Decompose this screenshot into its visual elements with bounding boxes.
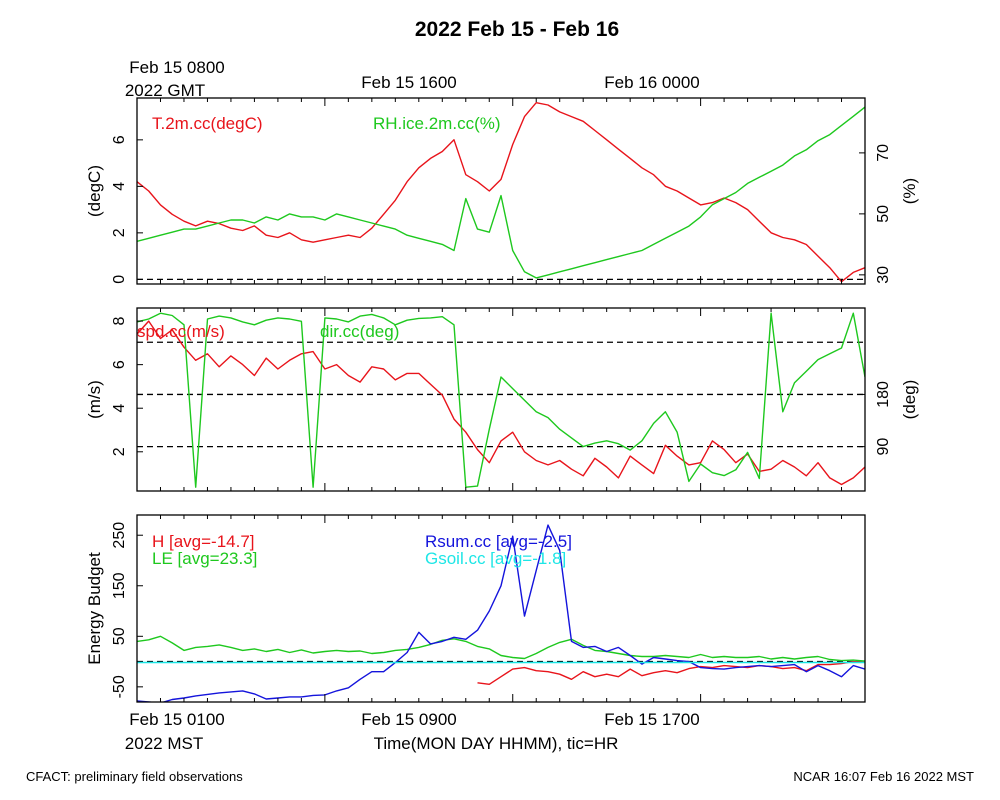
bottom-axis-first-label-line2: 2022 MST bbox=[125, 734, 203, 753]
panel-3: -50 50 150 250 Energy Budget H [avg=-14.7]LE … bbox=[85, 514, 866, 703]
panel-frame bbox=[136, 307, 866, 492]
footer-left: CFACT: preliminary field observations bbox=[26, 769, 243, 784]
series-line-spd-cc-m-s bbox=[137, 320, 865, 486]
y-tick-label: 250 bbox=[111, 522, 128, 549]
y-tick-label: 2 bbox=[111, 447, 128, 456]
series-line-le bbox=[137, 635, 865, 662]
x-axis-title: Time(MON DAY HHMM), tic=HR bbox=[374, 734, 619, 753]
y-axis-title-right: (%) bbox=[900, 178, 919, 204]
series-line-h bbox=[477, 660, 865, 685]
footer-right: NCAR 16:07 Feb 16 2022 MST bbox=[793, 769, 974, 784]
top-axis-label-2: Feb 16 0000 bbox=[604, 73, 699, 92]
y-tick-label-right: 180 bbox=[875, 381, 892, 408]
y-tick-label: 4 bbox=[111, 182, 128, 191]
y-tick-label-right: 50 bbox=[875, 205, 892, 223]
legend-spd-cc-m-s: spd.cc(m/s) bbox=[137, 322, 225, 341]
legend-gsoil-cc: Gsoil.cc [avg=-1.8] bbox=[425, 549, 566, 568]
y-axis-title: Energy Budget bbox=[85, 552, 104, 665]
legend-le: LE [avg=23.3] bbox=[152, 549, 257, 568]
y-tick-label: 2 bbox=[111, 228, 128, 237]
panel-1: 0 2 4 6 30 50 70 (degC) (%) T.2m.cc(degC) RH.ice.2… bbox=[85, 97, 919, 285]
bottom-axis-label-2: Feb 15 1700 bbox=[604, 710, 699, 729]
legend-rsum-cc: Rsum.cc [avg=-2.5] bbox=[425, 532, 572, 551]
y-tick-label: 8 bbox=[111, 317, 128, 326]
bottom-axis-label-1: Feb 15 0900 bbox=[361, 710, 456, 729]
legend-rh-ice-2m-cc: RH.ice.2m.cc(%) bbox=[373, 114, 501, 133]
top-axis-first-label-line2: 2022 GMT bbox=[125, 81, 205, 100]
y-axis-title-right: (deg) bbox=[900, 380, 919, 420]
legend-h: H [avg=-14.7] bbox=[152, 532, 255, 551]
y-tick-label: 50 bbox=[111, 627, 128, 645]
y-tick-label: 150 bbox=[111, 572, 128, 599]
bottom-axis-first-label-line1: Feb 15 0100 bbox=[129, 710, 224, 729]
y-tick-label: -50 bbox=[111, 675, 128, 698]
series-line-dir-cc-deg bbox=[137, 312, 865, 488]
y-axis-title: (degC) bbox=[85, 165, 104, 217]
y-tick-label: 6 bbox=[111, 360, 128, 369]
chart-title: 2022 Feb 15 - Feb 16 bbox=[415, 18, 619, 41]
series-line-rh-ice-2m-cc bbox=[137, 106, 865, 279]
series-group bbox=[137, 524, 865, 702]
panel-frame bbox=[136, 514, 866, 703]
series-line-rsum-cc bbox=[137, 524, 865, 702]
series-group bbox=[137, 312, 865, 488]
y-tick-label: 6 bbox=[111, 135, 128, 144]
top-axis-label-1: Feb 15 1600 bbox=[361, 73, 456, 92]
legend-dir-cc-deg: dir.cc(deg) bbox=[320, 322, 399, 341]
series-line-t-2m-cc-degc bbox=[137, 101, 865, 283]
y-tick-label-right: 70 bbox=[875, 144, 892, 162]
y-tick-label-right: 90 bbox=[875, 438, 892, 456]
y-tick-label: 0 bbox=[111, 275, 128, 284]
y-tick-label-right: 30 bbox=[875, 266, 892, 284]
series-group bbox=[137, 101, 865, 283]
top-axis-first-label-line1: Feb 15 0800 bbox=[129, 58, 224, 77]
y-axis-title: (m/s) bbox=[85, 380, 104, 419]
legend-t-2m-cc-degc: T.2m.cc(degC) bbox=[152, 114, 263, 133]
panel-2: 2 4 6 8 90 180 (m/s) (deg) spd.cc(m/s) dir.cc(deg… bbox=[85, 307, 919, 492]
y-tick-label: 4 bbox=[111, 404, 128, 413]
panel-frame bbox=[136, 97, 866, 285]
